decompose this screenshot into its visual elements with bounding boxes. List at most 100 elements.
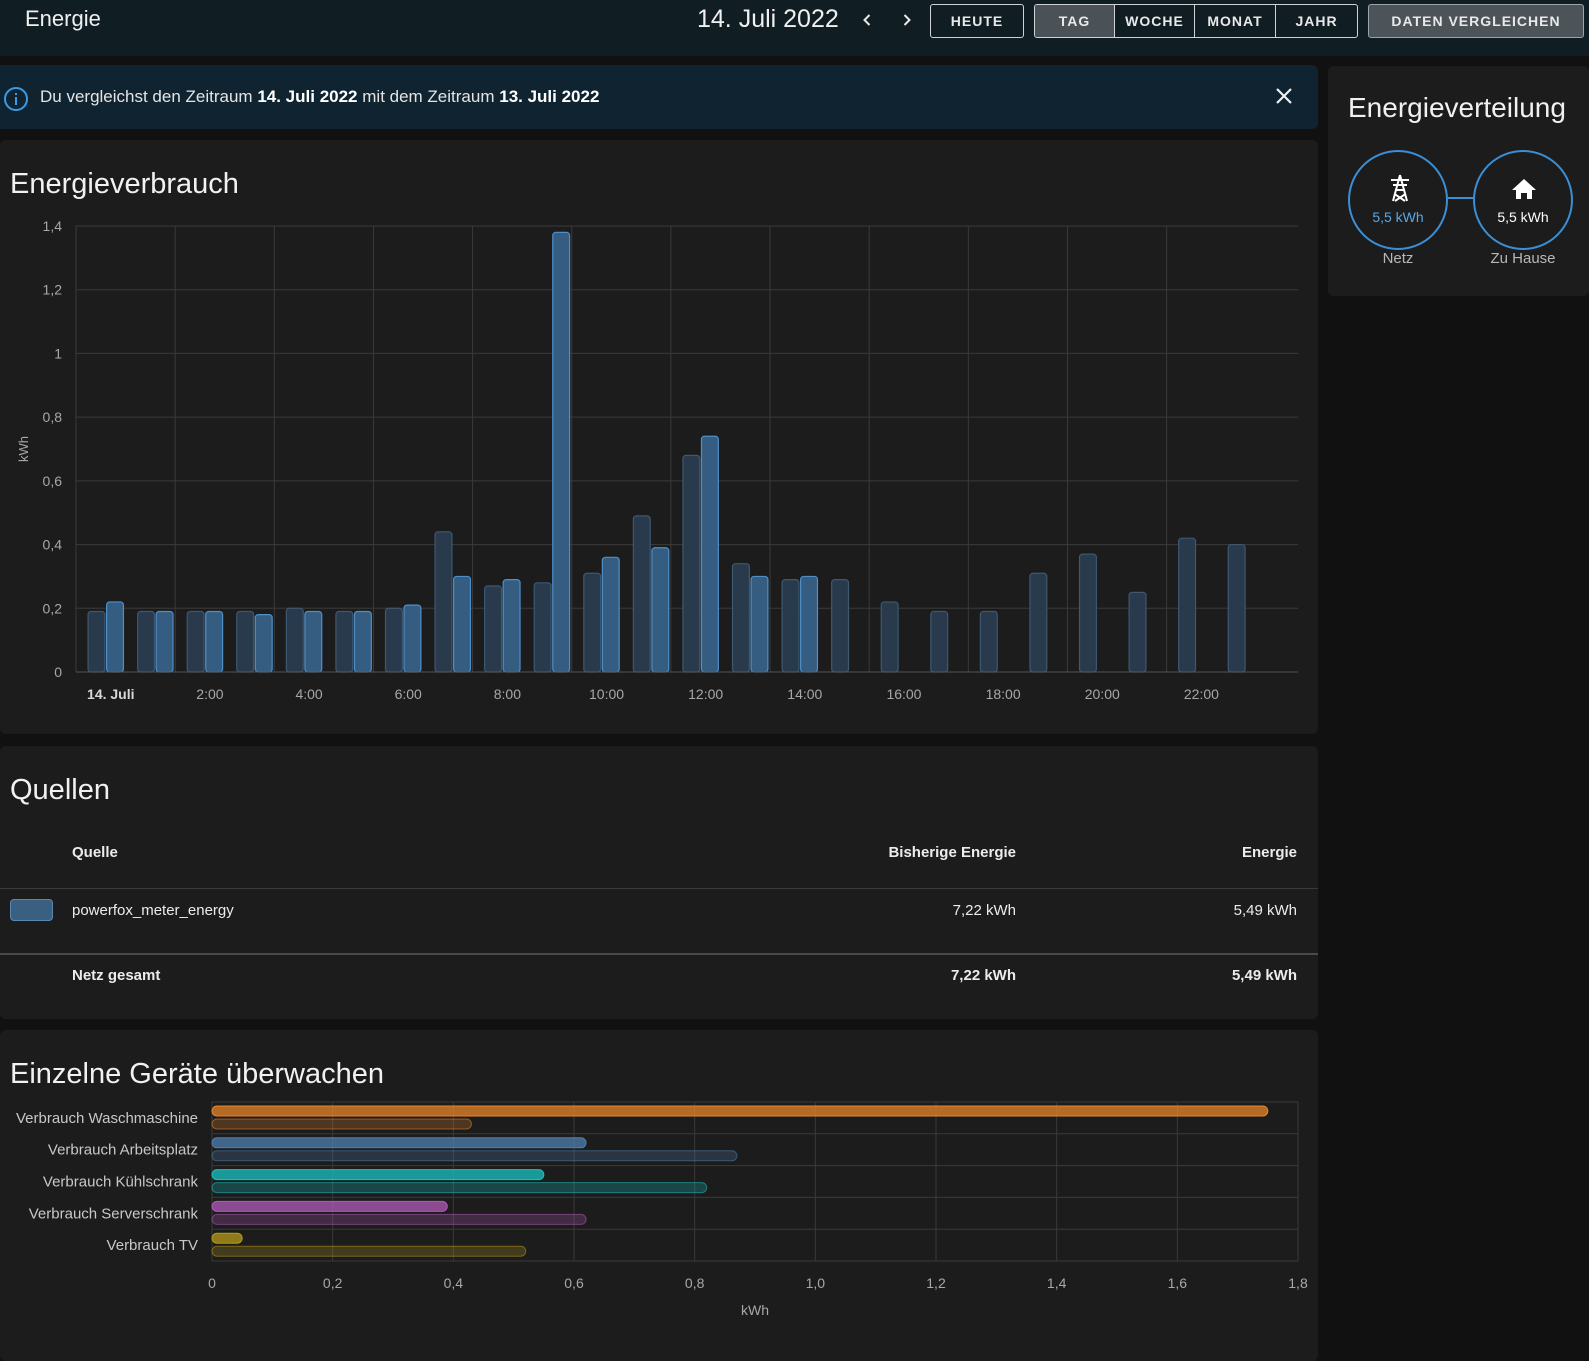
current-date: 14. Juli 2022 [697, 5, 839, 33]
device-bar [211, 1213, 587, 1225]
source-name: powerfox_meter_energy [72, 902, 234, 919]
chevron-right-icon[interactable] [897, 10, 917, 30]
close-icon[interactable] [1274, 86, 1294, 111]
y-tick-label: 0 [54, 664, 62, 680]
usage-bar [632, 515, 651, 673]
y-tick-label: 0,4 [43, 537, 63, 553]
home-icon [1511, 178, 1537, 205]
column-previous-energy: Bisherige Energie [888, 844, 1016, 861]
grid-node[interactable]: 5,5 kWh [1348, 150, 1448, 250]
device-bar [211, 1118, 472, 1130]
device-bar [211, 1182, 708, 1194]
usage-bar [682, 454, 701, 673]
usage-bar [880, 601, 899, 673]
grid-value: 5,5 kWh [1372, 209, 1424, 225]
usage-bar [186, 610, 205, 673]
x-tick-label: 0 [208, 1275, 216, 1291]
info-icon [3, 86, 29, 117]
page-title: Energie [25, 6, 101, 31]
devices-chart: 0 0,2 0,4 0,6 0,8 1,0 1,2 1,4 1,6 1,8 kWh Verbrauch… [16, 1101, 1308, 1318]
x-tick-label: 6:00 [395, 686, 422, 702]
usage-bar [1178, 537, 1197, 673]
usage-bar [979, 610, 998, 673]
x-tick-label: 0,4 [444, 1275, 464, 1291]
y-tick-label: 1 [54, 345, 62, 361]
usage-bar [1078, 553, 1097, 673]
devices-title: Einzelne Geräte überwachen [10, 1058, 385, 1090]
x-tick-label: 0,6 [564, 1275, 584, 1291]
device-label: Verbrauch Kühlschrank [43, 1174, 199, 1191]
source-previous-energy: 7,22 kWh [952, 902, 1016, 919]
x-tick-label: 1,0 [806, 1275, 826, 1291]
device-bar [211, 1150, 738, 1162]
home-value: 5,5 kWh [1497, 209, 1549, 225]
tab-year[interactable]: JAHR [1295, 13, 1338, 29]
device-label: Verbrauch Arbeitsplatz [48, 1142, 198, 1159]
usage-bar [583, 572, 602, 673]
x-axis-label: kWh [741, 1302, 769, 1318]
tab-week[interactable]: WOCHE [1115, 5, 1195, 37]
device-bar [211, 1232, 243, 1244]
usage-bar [800, 575, 819, 673]
y-tick-label: 1,4 [43, 218, 63, 234]
usage-bar [236, 610, 255, 673]
total-label: Netz gesamt [72, 967, 161, 984]
x-tick-label: 0,8 [685, 1275, 705, 1291]
x-tick-label: 12:00 [688, 686, 723, 702]
x-tick-label: 0,2 [323, 1275, 343, 1291]
x-tick-label: 4:00 [295, 686, 322, 702]
home-label: Zu Hause [1490, 250, 1556, 267]
y-tick-label: 0,6 [43, 473, 63, 489]
usage-bar [930, 610, 949, 673]
energy-usage-title: Energieverbrauch [10, 168, 239, 200]
x-tick-label: 8:00 [494, 686, 521, 702]
sources-title: Quellen [10, 774, 110, 806]
device-bar [211, 1245, 527, 1257]
column-energy: Energie [1241, 844, 1297, 861]
tab-month[interactable]: MONAT [1195, 5, 1276, 37]
usage-bar [731, 563, 750, 673]
usage-bar [304, 610, 323, 673]
usage-bar [1227, 543, 1246, 673]
total-previous-energy: 7,22 kWh [950, 967, 1016, 984]
x-tick-label: 1,6 [1168, 1275, 1188, 1291]
usage-bar [353, 610, 372, 673]
usage-bar [1128, 591, 1147, 673]
y-tick-label: 0,2 [43, 600, 63, 616]
usage-bar [484, 585, 503, 673]
usage-bar [651, 547, 670, 673]
usage-bar [403, 604, 422, 673]
chevron-left-icon[interactable] [857, 10, 877, 30]
divider [0, 888, 1318, 889]
period-selector: TAG WOCHE MONAT JAHR [1034, 4, 1358, 38]
energy-usage-chart: 0 0,2 0,4 0,6 0,8 1 1,2 1,4 14. Juli 2:00 4:00 6:00… [16, 218, 1298, 702]
x-tick-label: 10:00 [589, 686, 624, 702]
usage-bar [453, 575, 472, 673]
device-bar [211, 1105, 1269, 1117]
usage-bar [205, 610, 224, 673]
compare-data-button[interactable]: DATEN VERGLEICHEN [1368, 4, 1584, 38]
usage-bar [601, 556, 620, 673]
y-tick-label: 1,2 [43, 282, 63, 298]
usage-bar [137, 610, 156, 673]
y-axis-label: kWh [16, 436, 31, 462]
today-button[interactable]: HEUTE [930, 4, 1024, 38]
total-energy: 5,49 kWh [1231, 967, 1297, 984]
divider [0, 953, 1318, 955]
device-label: Verbrauch Waschmaschine [16, 1110, 198, 1127]
tab-day[interactable]: TAG [1035, 5, 1115, 37]
usage-bar [750, 575, 769, 673]
usage-bar [335, 610, 354, 673]
device-bar [211, 1169, 545, 1181]
source-color-swatch [10, 899, 53, 921]
source-energy: 5,49 kWh [1233, 902, 1297, 919]
energy-usage-card: Energieverbrauch 0 0,2 0,4 0,6 0,8 1 1,2 1,4 14.… [0, 140, 1318, 734]
device-label: Verbrauch Serverschrank [29, 1205, 199, 1222]
sources-card: Quellen Quelle Bisherige Energie Energie… [0, 746, 1318, 1019]
usage-bar [434, 531, 453, 673]
energy-distribution-title: Energieverteilung [1348, 92, 1566, 123]
x-tick-label: 14:00 [787, 686, 822, 702]
home-node[interactable]: 5,5 kWh [1473, 150, 1573, 250]
usage-bar [533, 582, 552, 673]
device-bar [211, 1200, 448, 1212]
